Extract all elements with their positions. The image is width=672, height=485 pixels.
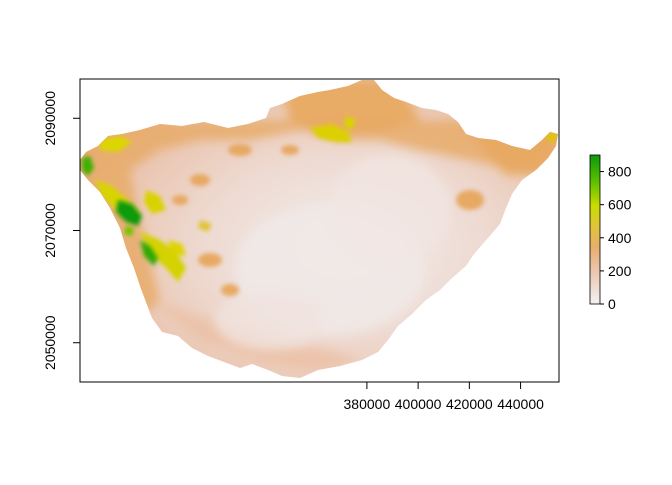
y-tick-label: 2090000: [42, 91, 58, 146]
legend-tick-label: 0: [608, 296, 616, 312]
x-tick-label: 380000: [344, 396, 391, 412]
x-tick-label: 420000: [446, 396, 493, 412]
legend-tick-label: 600: [608, 197, 632, 213]
color-legend: 0 200 400 600 800: [589, 154, 632, 312]
legend-tick-label: 200: [608, 263, 632, 279]
elevation-raster: [80, 80, 558, 378]
y-tick-label: 2050000: [42, 315, 58, 370]
y-tick-label: 2070000: [42, 203, 58, 258]
legend-ticks: 0 200 400 600 800: [600, 164, 632, 312]
legend-tick-label: 800: [608, 164, 632, 180]
legend-color-bar: [589, 154, 601, 305]
y-axis: 2050000 2070000 2090000: [42, 91, 80, 370]
x-tick-label: 440000: [497, 396, 544, 412]
x-axis: 380000 400000 420000 440000: [344, 382, 544, 412]
legend-tick-label: 400: [608, 230, 632, 246]
x-tick-label: 400000: [395, 396, 442, 412]
